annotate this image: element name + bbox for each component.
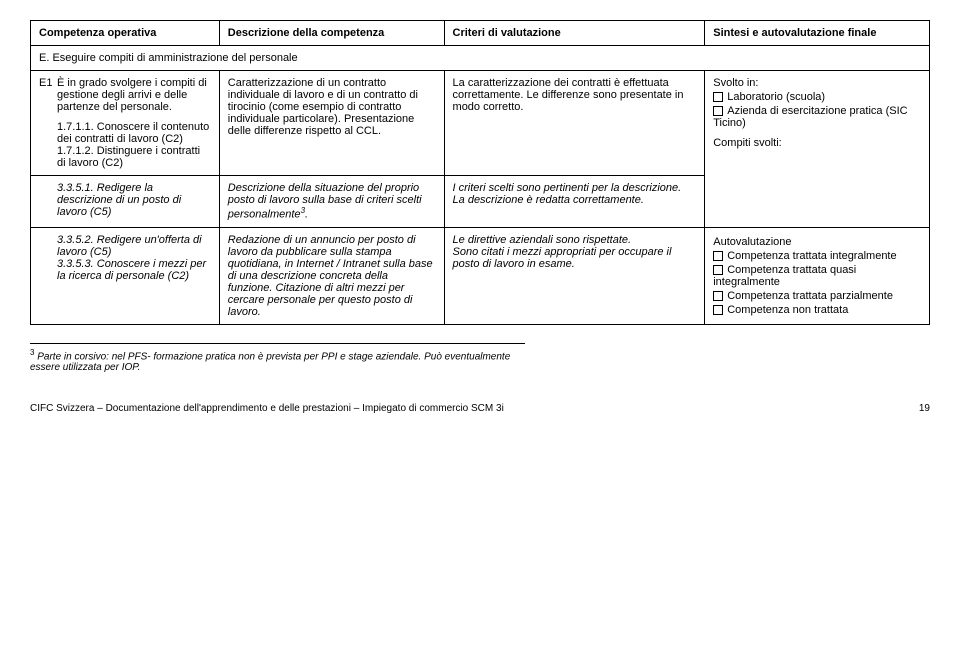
check-azienda[interactable]: Azienda di esercitazione pratica (SIC Ti… [713,105,921,129]
check-integral-label: Competenza trattata integralmente [727,250,896,262]
table-row: E1 È in grado svolgere i compiti di gest… [31,71,930,176]
cell-r3-col2: Redazione di un annuncio per posto di la… [219,227,444,324]
cell-r2-col3: I criteri scelti sono pertinenti per la … [444,176,705,228]
check-parzial[interactable]: Competenza trattata parzialmente [713,290,921,302]
r3-crit2: Sono citati i mezzi appropriati per occu… [453,246,697,270]
page-container: Competenza operativa Descrizione della c… [30,20,930,414]
table-row: 3.3.5.2. Redigere un'offerta di lavoro (… [31,227,930,324]
checkbox-icon [713,92,723,102]
cell-r3-col1: 3.3.5.2. Redigere un'offerta di lavoro (… [31,227,220,324]
footnote: 3 Parte in corsivo: nel PFS- formazione … [30,343,525,373]
check-non-label: Competenza non trattata [727,304,848,316]
cell-e1-col2: Caratterizzazione di un contratto indivi… [219,71,444,176]
r2-ref: 3.3.5.1. Redigere la descrizione di un p… [55,176,219,224]
check-integral[interactable]: Competenza trattata integralmente [713,250,921,262]
r2-end: . [305,209,308,221]
header-criteri: Criteri di valutazione [444,21,705,46]
check-lab[interactable]: Laboratorio (scuola) [713,91,921,103]
cell-e1-col4: Svolto in: Laboratorio (scuola) Azienda … [705,71,930,228]
footnote-text: Parte in corsivo: nel PFS- formazione pr… [30,351,510,373]
checkbox-icon [713,106,723,116]
r2-desc: Descrizione della situazione del proprio… [228,182,422,221]
checkbox-icon [713,305,723,315]
e1-ref1: 1.7.1.1. Conoscere il contenuto dei cont… [57,121,211,145]
checkbox-icon [713,265,723,275]
check-lab-label: Laboratorio (scuola) [727,91,825,103]
section-title: E. Eseguire compiti di amministrazione d… [31,46,930,71]
check-quasi[interactable]: Competenza trattata quasi integralmente [713,264,921,288]
r3-ref1: 3.3.5.2. Redigere un'offerta di lavoro (… [57,234,211,258]
cell-r3-col3: Le direttive aziendali sono rispettate. … [444,227,705,324]
e1-desc: È in grado svolgere i compiti di gestion… [57,77,211,113]
autoval-title: Autovalutazione [713,236,921,248]
page-footer: CIFC Svizzera – Documentazione dell'appr… [30,403,930,414]
r3-crit1: Le direttive aziendali sono rispettate. [453,234,697,246]
check-non[interactable]: Competenza non trattata [713,304,921,316]
check-parzial-label: Competenza trattata parzialmente [727,290,893,302]
header-competenza: Competenza operativa [31,21,220,46]
footer-left: CIFC Svizzera – Documentazione dell'appr… [30,403,504,414]
checkbox-icon [713,291,723,301]
header-descrizione: Descrizione della competenza [219,21,444,46]
check-azienda-label: Azienda di esercitazione pratica (SIC Ti… [713,105,907,129]
cell-r3-col4: Autovalutazione Competenza trattata inte… [705,227,930,324]
checkbox-icon [713,251,723,261]
cell-e1-col3: La caratterizzazione dei contratti è eff… [444,71,705,176]
competency-table: Competenza operativa Descrizione della c… [30,20,930,325]
check-quasi-label: Competenza trattata quasi integralmente [713,264,856,288]
svolto-title: Svolto in: [713,77,921,89]
footer-page: 19 [919,403,930,414]
header-row: Competenza operativa Descrizione della c… [31,21,930,46]
row-code: E1 [31,71,55,175]
cell-e1-col1: E1 È in grado svolgere i compiti di gest… [31,71,220,176]
e1-ref2: 1.7.1.2. Distinguere i contratti di lavo… [57,145,211,169]
cell-r2-col1: 3.3.5.1. Redigere la descrizione di un p… [31,176,220,228]
cell-r2-col2: Descrizione della situazione del proprio… [219,176,444,228]
section-row: E. Eseguire compiti di amministrazione d… [31,46,930,71]
header-sintesi: Sintesi e autovalutazione finale [705,21,930,46]
compiti-title: Compiti svolti: [713,137,921,149]
r3-ref2: 3.3.5.3. Conoscere i mezzi per la ricerc… [57,258,211,282]
